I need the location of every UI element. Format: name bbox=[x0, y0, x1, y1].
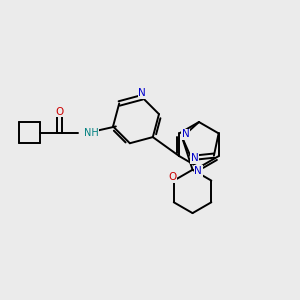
Text: N: N bbox=[138, 88, 146, 98]
Text: O: O bbox=[55, 106, 63, 116]
Text: O: O bbox=[168, 172, 176, 182]
Text: N: N bbox=[194, 166, 202, 176]
Text: N: N bbox=[191, 153, 199, 163]
Text: N: N bbox=[182, 129, 189, 140]
Text: NH: NH bbox=[84, 128, 98, 138]
